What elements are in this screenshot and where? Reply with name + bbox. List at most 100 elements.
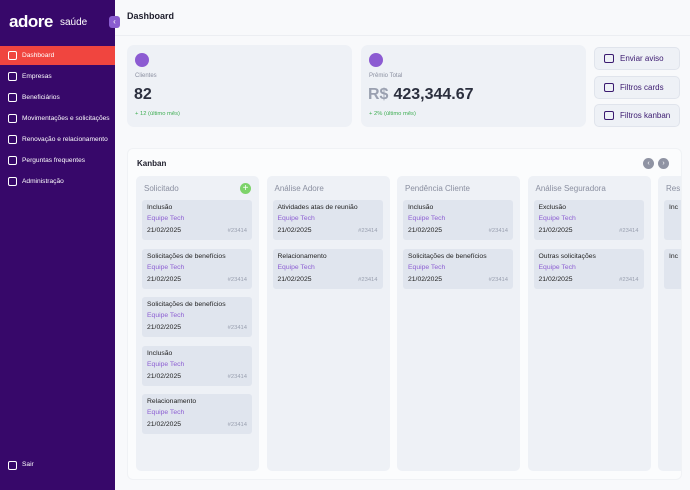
page-title: Dashboard bbox=[127, 11, 175, 21]
column-title: Análise Adore bbox=[274, 184, 324, 193]
kanban: Kanban ‹ › Solicitado + Inclusão Equipe Tec… bbox=[127, 148, 682, 480]
stat-value: R$ 423,344.67 bbox=[368, 86, 474, 104]
card-team: Equipe Tech bbox=[147, 312, 185, 319]
kanban-card[interactable]: Inc bbox=[664, 200, 681, 240]
action-icon bbox=[604, 54, 614, 63]
menu-icon bbox=[8, 156, 17, 165]
card-title: Inc bbox=[669, 252, 679, 260]
menu-icon bbox=[8, 114, 17, 123]
card-team: Equipe Tech bbox=[147, 263, 185, 271]
card-title: Solicitações de benefícios bbox=[147, 301, 226, 308]
action-button[interactable]: Enviar aviso bbox=[594, 47, 680, 70]
card-title: Relacionamento bbox=[277, 252, 327, 260]
menu-item[interactable]: Dashboard bbox=[0, 46, 115, 65]
stat-icon bbox=[135, 53, 149, 67]
card-date: 21/02/2025 bbox=[538, 227, 573, 234]
kanban-card[interactable]: Inc bbox=[664, 248, 681, 289]
card-title: Exclusão bbox=[538, 204, 567, 211]
value: 82 bbox=[134, 86, 152, 103]
card-team: Equipe Tech bbox=[408, 215, 446, 222]
card-title: Inclusão bbox=[147, 349, 173, 357]
card-title: Outras solicitações bbox=[538, 252, 596, 260]
kanban-column: Pendência Cliente Inclusão Equipe Tech 21/0… bbox=[397, 176, 520, 471]
action-icon bbox=[604, 111, 614, 120]
kanban-card[interactable]: Solicitações de benefícios Equipe Tech 21/… bbox=[142, 297, 252, 337]
card-title: Inclusão bbox=[408, 204, 434, 211]
kanban-card[interactable]: Inclusão Equipe Tech 21/02/2025 #23414 bbox=[142, 200, 252, 240]
kanban-card[interactable]: Relacionamento Equipe Tech 21/02/2025 #2341… bbox=[142, 394, 252, 434]
card-date: 21/02/2025 bbox=[147, 421, 182, 428]
kanban-column: Análise Adore Atividades atas de reunião E… bbox=[266, 176, 390, 471]
card-title: Inc bbox=[669, 204, 679, 211]
card-team: Equipe Tech bbox=[277, 263, 315, 271]
stat-value: 82 bbox=[134, 86, 152, 104]
action-button[interactable]: Filtros cards bbox=[594, 75, 680, 99]
menu-item[interactable]: Perguntas frequentes bbox=[0, 151, 115, 170]
card-date: 21/02/2025 bbox=[147, 324, 182, 331]
kanban-card[interactable]: Relacionamento Equipe Tech 21/02/2025 #2341… bbox=[272, 248, 383, 289]
menu-item[interactable]: Renovação e relacionamento bbox=[0, 130, 115, 149]
kanban-column: Res Inc Inc bbox=[658, 176, 681, 471]
card-date: 21/02/2025 bbox=[147, 227, 182, 234]
action-icon bbox=[604, 82, 614, 92]
kanban-title: Kanban bbox=[137, 159, 167, 168]
card-team: Equipe Tech bbox=[538, 215, 576, 222]
card-team: Equipe Tech bbox=[277, 215, 315, 222]
value: 423,344.67 bbox=[393, 86, 474, 103]
card-date: 21/02/2025 bbox=[277, 227, 312, 234]
card-id: #23414 bbox=[358, 228, 378, 234]
action-button[interactable]: Filtros kanban bbox=[594, 104, 680, 127]
collapse-button[interactable]: ‹ bbox=[109, 16, 120, 28]
menu-icon bbox=[8, 135, 17, 144]
divider bbox=[115, 35, 690, 36]
card-title: Atividades atas de reunião bbox=[277, 204, 358, 211]
next-button[interactable]: › bbox=[658, 158, 669, 169]
stat-change: + 12 (último mês) bbox=[135, 111, 180, 117]
kanban-card[interactable]: Exclusão Equipe Tech 21/02/2025 #23414 bbox=[533, 200, 644, 240]
card-date: 21/02/2025 bbox=[147, 275, 182, 283]
card-team: Equipe Tech bbox=[408, 263, 446, 271]
kanban-card[interactable]: Outras solicitações Equipe Tech 21/02/2025… bbox=[533, 248, 644, 289]
menu-item[interactable]: Beneficiários bbox=[0, 88, 115, 107]
logout[interactable]: Sair bbox=[22, 461, 34, 468]
stat-label: Clientes bbox=[135, 73, 157, 79]
kanban-column: Análise Seguradora Exclusão Equipe Tech 21/… bbox=[527, 176, 651, 471]
logout-icon bbox=[8, 461, 17, 470]
sidebar: adore saúde Sair Dashboard Empresas Benefi… bbox=[0, 0, 115, 490]
column-title: Solicitado bbox=[144, 184, 179, 193]
menu-item[interactable]: Empresas bbox=[0, 67, 115, 86]
menu-item[interactable]: Administração bbox=[0, 172, 115, 191]
stat-change: + 2% (último mês) bbox=[369, 111, 416, 117]
column-title: Pendência Cliente bbox=[405, 184, 470, 193]
menu-icon bbox=[8, 51, 17, 60]
card-date: 21/02/2025 bbox=[538, 275, 573, 283]
menu-item[interactable]: Movimentações e solicitações bbox=[0, 109, 115, 128]
card-title: Relacionamento bbox=[147, 398, 197, 405]
card-title: Inclusão bbox=[147, 204, 173, 211]
stat-icon bbox=[369, 53, 383, 67]
card-title: Solicitações de benefícios bbox=[147, 252, 226, 260]
kanban-card[interactable]: Inclusão Equipe Tech 21/02/2025 #23414 bbox=[142, 345, 252, 386]
menu-icon bbox=[8, 93, 17, 102]
kanban-card[interactable]: Solicitações de benefícios Equipe Tech 21/… bbox=[142, 248, 252, 289]
card-team: Equipe Tech bbox=[538, 263, 576, 271]
add-button[interactable]: + bbox=[240, 183, 251, 194]
menu-icon bbox=[8, 177, 17, 186]
card-team: Equipe Tech bbox=[147, 360, 185, 368]
card-team: Equipe Tech bbox=[147, 215, 185, 222]
card-id: #23414 bbox=[227, 422, 247, 428]
kanban-card[interactable]: Inclusão Equipe Tech 21/02/2025 #23414 bbox=[403, 200, 513, 240]
prev-button[interactable]: ‹ bbox=[643, 158, 654, 169]
card-title: Solicitações de benefícios bbox=[408, 252, 487, 260]
card-date: 21/02/2025 bbox=[408, 275, 443, 283]
column-title: Res bbox=[666, 184, 681, 193]
stat-card: Prêmio Total R$ 423,344.67 + 2% (último mês… bbox=[361, 45, 586, 127]
logo: adore bbox=[9, 12, 53, 31]
kanban-card[interactable]: Atividades atas de reunião Equipe Tech 21/… bbox=[272, 200, 383, 240]
stat-card: Clientes 82 + 12 (último mês) bbox=[127, 45, 352, 127]
kanban-card[interactable]: Solicitações de benefícios Equipe Tech 21/… bbox=[403, 248, 513, 289]
currency: R$ bbox=[368, 86, 389, 103]
card-id: #23414 bbox=[227, 276, 247, 283]
card-id: #23414 bbox=[227, 373, 247, 380]
